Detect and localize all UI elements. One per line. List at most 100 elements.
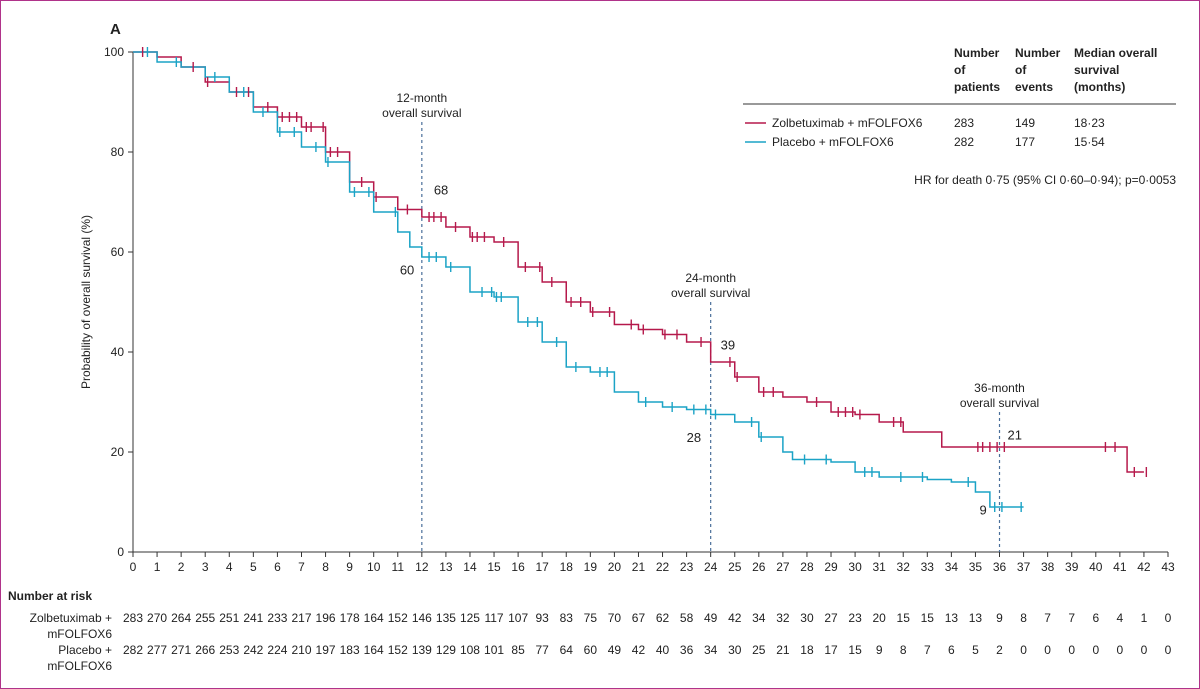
risk-value: 6 bbox=[948, 643, 955, 657]
zolbetuximab-24-month-value: 39 bbox=[721, 338, 735, 353]
risk-value: 83 bbox=[560, 611, 574, 625]
risk-value: 7 bbox=[1044, 611, 1051, 625]
x-tick-label: 16 bbox=[511, 560, 525, 574]
risk-value: 34 bbox=[704, 643, 718, 657]
x-tick-label: 21 bbox=[632, 560, 646, 574]
risk-value: 49 bbox=[608, 643, 622, 657]
risk-value: 15 bbox=[897, 611, 911, 625]
risk-value: 21 bbox=[776, 643, 790, 657]
risk-value: 2 bbox=[996, 643, 1003, 657]
x-tick-label: 6 bbox=[274, 560, 281, 574]
risk-value: 42 bbox=[728, 611, 742, 625]
x-tick-label: 40 bbox=[1089, 560, 1103, 574]
risk-value: 75 bbox=[584, 611, 598, 625]
risk-value: 8 bbox=[1020, 611, 1027, 625]
risk-value: 70 bbox=[608, 611, 622, 625]
risk-value: 146 bbox=[412, 611, 432, 625]
risk-value: 255 bbox=[195, 611, 215, 625]
legend-rows: Zolbetuximab + mFOLFOX6 283 149 18·23 Placeb… bbox=[745, 116, 1105, 149]
x-tick-label: 34 bbox=[945, 560, 959, 574]
x-tick-label: 3 bbox=[202, 560, 209, 574]
risk-value: 271 bbox=[171, 643, 191, 657]
risk-value: 40 bbox=[656, 643, 670, 657]
x-tick-label: 19 bbox=[584, 560, 598, 574]
risk-value: 23 bbox=[848, 611, 862, 625]
legend-header: Number bbox=[1015, 46, 1061, 60]
legend-label: Placebo + mFOLFOX6 bbox=[772, 135, 894, 149]
survival-curve-placebo bbox=[133, 51, 1024, 508]
y-tick-label: 80 bbox=[111, 145, 125, 159]
risk-value: 7 bbox=[1068, 611, 1075, 625]
risk-value: 164 bbox=[364, 643, 384, 657]
risk-value: 0 bbox=[1092, 643, 1099, 657]
x-tick-label: 7 bbox=[298, 560, 305, 574]
risk-value: 58 bbox=[680, 611, 694, 625]
risk-row-label: Zolbetuximab + bbox=[30, 611, 112, 625]
x-tick-label: 14 bbox=[463, 560, 477, 574]
risk-value: 197 bbox=[316, 643, 336, 657]
x-tick-label: 28 bbox=[800, 560, 814, 574]
x-tick-label: 33 bbox=[921, 560, 935, 574]
risk-value: 36 bbox=[680, 643, 694, 657]
risk-value: 241 bbox=[243, 611, 263, 625]
risk-value: 101 bbox=[484, 643, 504, 657]
x-tick-label: 37 bbox=[1017, 560, 1031, 574]
risk-value: 62 bbox=[656, 611, 670, 625]
x-tick-label: 39 bbox=[1065, 560, 1079, 574]
risk-value: 117 bbox=[484, 611, 503, 625]
risk-value: 5 bbox=[972, 643, 979, 657]
x-tick-label: 13 bbox=[439, 560, 453, 574]
risk-value: 217 bbox=[291, 611, 311, 625]
risk-value: 129 bbox=[436, 643, 456, 657]
risk-value: 0 bbox=[1044, 643, 1051, 657]
hazard-ratio-text: HR for death 0·75 (95% CI 0·60–0·94); p=… bbox=[914, 173, 1176, 187]
reference-line-label: 36-month bbox=[974, 381, 1025, 395]
timepoint-labels: 68 60 39 28 21 9 bbox=[400, 183, 1022, 518]
y-tick-label: 60 bbox=[111, 245, 125, 259]
x-tick-label: 20 bbox=[608, 560, 622, 574]
y-axis-label: Probability of overall survival (%) bbox=[79, 215, 93, 389]
reference-line-label: 24-month bbox=[685, 271, 736, 285]
x-tick-label: 23 bbox=[680, 560, 694, 574]
risk-value: 8 bbox=[900, 643, 907, 657]
risk-value: 0 bbox=[1141, 643, 1148, 657]
risk-value: 30 bbox=[800, 611, 814, 625]
legend-label: Zolbetuximab + mFOLFOX6 bbox=[772, 116, 923, 130]
x-tick-label: 29 bbox=[824, 560, 838, 574]
risk-row-label: mFOLFOX6 bbox=[47, 659, 112, 673]
risk-value: 49 bbox=[704, 611, 718, 625]
x-tick-label: 9 bbox=[346, 560, 353, 574]
risk-value: 13 bbox=[969, 611, 983, 625]
legend-patients: 282 bbox=[954, 135, 974, 149]
x-tick-label: 12 bbox=[415, 560, 429, 574]
risk-value: 4 bbox=[1117, 611, 1124, 625]
reference-line-label: 12-month bbox=[396, 91, 447, 105]
x-tick-label: 31 bbox=[872, 560, 886, 574]
risk-value: 233 bbox=[267, 611, 287, 625]
risk-value: 85 bbox=[511, 643, 525, 657]
risk-value: 135 bbox=[436, 611, 456, 625]
x-tick-label: 11 bbox=[392, 560, 405, 574]
legend-header: Number bbox=[954, 46, 1000, 60]
risk-value: 34 bbox=[752, 611, 766, 625]
survival-curves bbox=[133, 51, 1144, 508]
risk-value: 15 bbox=[921, 611, 935, 625]
risk-value: 1 bbox=[1141, 611, 1148, 625]
legend-header: (months) bbox=[1074, 80, 1125, 94]
risk-value: 224 bbox=[267, 643, 287, 657]
risk-value: 0 bbox=[1020, 643, 1027, 657]
legend-header: patients bbox=[954, 80, 1000, 94]
x-tick-label: 36 bbox=[993, 560, 1007, 574]
legend-median: 15·54 bbox=[1074, 135, 1105, 149]
risk-value: 0 bbox=[1117, 643, 1124, 657]
legend-header: Median overall bbox=[1074, 46, 1157, 60]
x-tick-label: 30 bbox=[848, 560, 862, 574]
risk-value: 42 bbox=[632, 643, 646, 657]
risk-value: 64 bbox=[560, 643, 574, 657]
placebo-36-month-value: 9 bbox=[980, 503, 987, 518]
risk-value: 77 bbox=[536, 643, 550, 657]
legend-header: survival bbox=[1074, 63, 1119, 77]
legend-events: 149 bbox=[1015, 116, 1035, 130]
y-tick-label: 20 bbox=[111, 445, 125, 459]
